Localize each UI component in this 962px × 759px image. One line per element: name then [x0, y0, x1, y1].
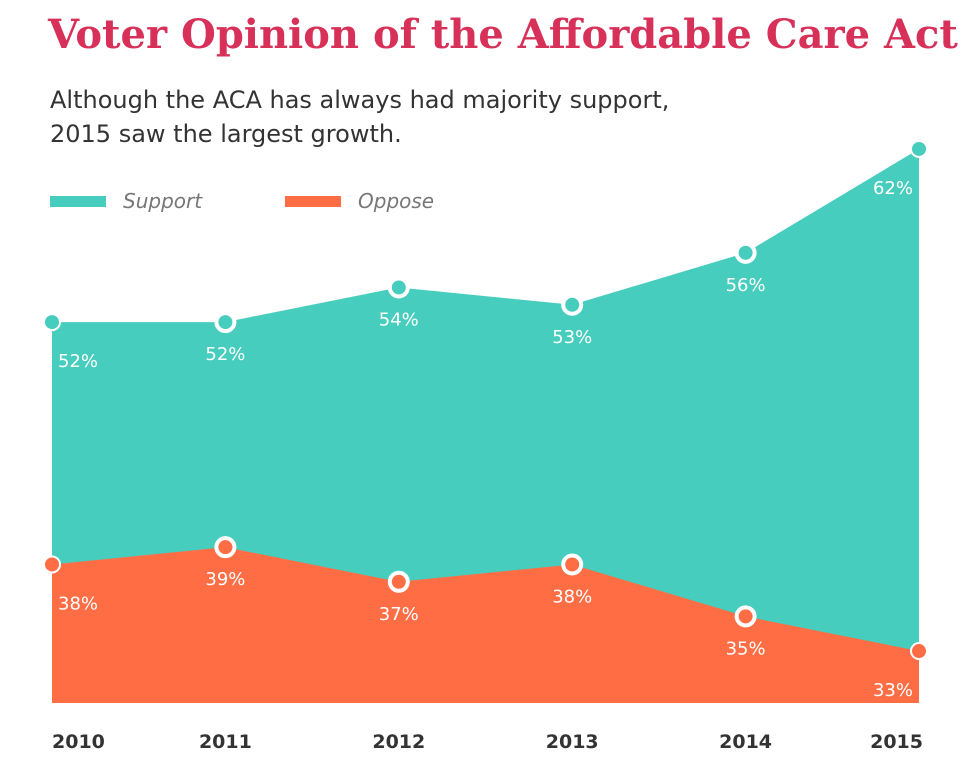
data-label: 33% [873, 680, 913, 701]
legend: Support Oppose [50, 189, 434, 213]
legend-swatch [50, 196, 106, 207]
point-marker [561, 293, 584, 316]
point-marker [910, 139, 928, 158]
point-marker [734, 605, 757, 628]
data-label: 56% [726, 275, 766, 296]
data-label: 52% [58, 351, 98, 372]
x-tick-label: 2015 [870, 731, 923, 753]
point-marker [387, 276, 410, 299]
data-label: 37% [379, 604, 419, 625]
data-label: 53% [552, 327, 592, 348]
data-label: 39% [205, 569, 245, 590]
x-tick-label: 2011 [199, 731, 252, 753]
point-marker [214, 311, 237, 334]
subtitle-line: Although the ACA has always had majority… [50, 86, 669, 114]
point-marker [561, 553, 584, 576]
subtitle-line: 2015 saw the largest growth. [50, 120, 402, 148]
legend-swatch [285, 196, 341, 207]
point-marker [387, 570, 410, 593]
legend-label: Support [123, 189, 203, 213]
data-label: 52% [205, 344, 245, 365]
area [52, 547, 919, 703]
point-marker [43, 555, 61, 574]
x-tick-label: 2013 [546, 731, 599, 753]
point-marker [43, 313, 61, 332]
legend-label: Oppose [358, 189, 434, 213]
data-label: 38% [58, 593, 98, 614]
data-label: 54% [379, 309, 419, 330]
x-tick-label: 2010 [52, 731, 105, 753]
data-label: 62% [873, 178, 913, 199]
x-tick-label: 2014 [719, 731, 772, 753]
chart-title: Voter Opinion of the Affordable Care Act [47, 11, 958, 58]
point-marker [910, 642, 928, 661]
point-marker [734, 241, 757, 264]
data-label: 35% [726, 638, 766, 659]
data-label: 38% [552, 586, 592, 607]
point-marker [214, 536, 237, 559]
x-tick-label: 2012 [372, 731, 425, 753]
plot-area: 52% 52% 54% 53% 56% 62% 38% 39% 37% 38% 35% 33% 2010… [43, 139, 928, 753]
